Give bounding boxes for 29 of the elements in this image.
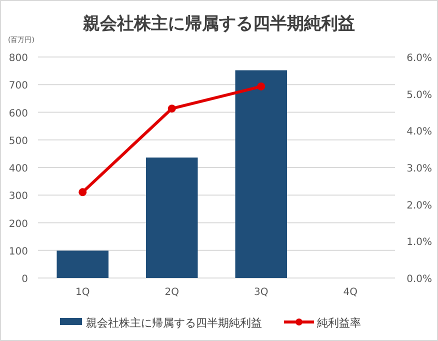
y2-tick-label: 2.0%	[406, 200, 432, 212]
y-tick-label: 400	[8, 164, 28, 174]
x-tick-label: 4Q	[343, 287, 358, 298]
y-tick-label: 100	[8, 246, 28, 258]
bar	[56, 250, 109, 278]
x-tick-label: 3Q	[254, 287, 268, 298]
y-tick-label: 200	[8, 218, 28, 230]
y-tick-label: 600	[8, 108, 28, 120]
y-tick-label: 300	[8, 191, 28, 202]
y2-tick-label: 6.0%	[406, 53, 432, 64]
x-tick-label: 1Q	[76, 287, 90, 298]
x-tick-label: 2Q	[164, 287, 180, 298]
legend-label: 純利益率	[317, 316, 361, 330]
bar	[235, 70, 288, 278]
y2-tick-label: 5.0%	[406, 90, 432, 101]
bar	[146, 158, 198, 278]
y2-tick-label: 0.0%	[406, 274, 432, 285]
point	[78, 188, 87, 196]
point	[257, 82, 266, 90]
y2-tick-label: 1.0%	[406, 237, 432, 248]
y2-tick-label: 3.0%	[406, 164, 432, 174]
y-tick-label: 0	[22, 274, 28, 285]
chart-title: 親会社株主に帰属する四半期純利益	[82, 14, 355, 34]
y-tick-label: 800	[8, 53, 28, 64]
y2-tick-label: 4.0%	[406, 126, 432, 138]
y-tick-label: 500	[8, 136, 28, 147]
legend-label: 親会社株主に帰属する四半期純利益	[86, 316, 262, 330]
point	[168, 104, 176, 113]
y-tick-label: 700	[8, 80, 28, 92]
